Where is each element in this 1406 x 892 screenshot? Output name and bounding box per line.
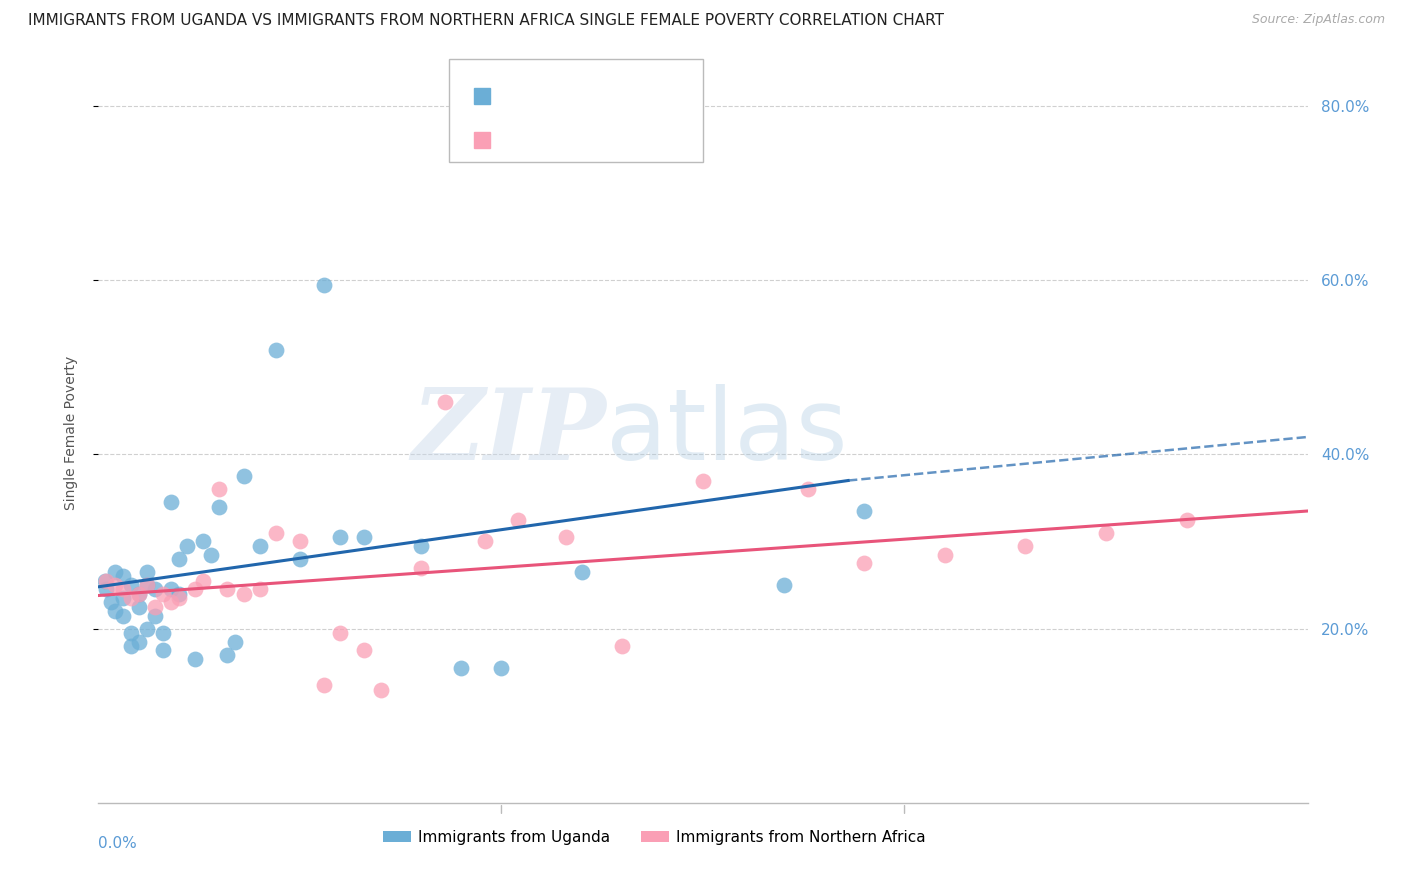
Text: ZIP: ZIP xyxy=(412,384,606,481)
Point xyxy=(184,582,207,597)
Point xyxy=(288,552,311,566)
Point xyxy=(120,578,142,592)
Text: atlas: atlas xyxy=(606,384,848,481)
Point xyxy=(135,578,157,592)
Point xyxy=(853,504,876,518)
Point xyxy=(232,587,254,601)
Point xyxy=(128,587,150,601)
Point xyxy=(224,634,246,648)
Point xyxy=(1095,525,1118,540)
Point xyxy=(103,565,125,579)
Point xyxy=(103,604,125,618)
Point xyxy=(94,574,117,588)
Point xyxy=(160,495,183,509)
Point xyxy=(409,539,432,553)
Point xyxy=(152,643,174,657)
Point xyxy=(111,569,134,583)
Point xyxy=(135,578,157,592)
Y-axis label: Single Female Poverty: Single Female Poverty xyxy=(63,356,77,509)
Point xyxy=(135,565,157,579)
Point xyxy=(111,608,134,623)
Point xyxy=(143,608,166,623)
Text: IMMIGRANTS FROM UGANDA VS IMMIGRANTS FROM NORTHERN AFRICA SINGLE FEMALE POVERTY : IMMIGRANTS FROM UGANDA VS IMMIGRANTS FRO… xyxy=(28,13,943,29)
Text: 35: 35 xyxy=(650,131,673,149)
Point xyxy=(450,661,472,675)
Point xyxy=(120,626,142,640)
Point xyxy=(143,599,166,614)
Point xyxy=(288,534,311,549)
Point xyxy=(232,469,254,483)
Text: Source: ZipAtlas.com: Source: ZipAtlas.com xyxy=(1251,13,1385,27)
Point xyxy=(200,548,222,562)
Point xyxy=(152,587,174,601)
Point xyxy=(329,530,352,544)
Point xyxy=(370,682,392,697)
Point xyxy=(160,582,183,597)
Point xyxy=(249,582,271,597)
Point xyxy=(111,591,134,606)
Point xyxy=(1175,513,1198,527)
Point xyxy=(491,661,513,675)
Point xyxy=(111,582,134,597)
Point xyxy=(96,582,118,597)
Text: R =: R = xyxy=(503,87,540,104)
Point xyxy=(193,574,215,588)
Legend: Immigrants from Uganda, Immigrants from Northern Africa: Immigrants from Uganda, Immigrants from … xyxy=(377,823,932,851)
Point xyxy=(934,548,956,562)
Point xyxy=(103,578,125,592)
Point xyxy=(128,634,150,648)
Point xyxy=(128,599,150,614)
Point xyxy=(167,587,190,601)
Point xyxy=(314,277,336,292)
Text: N =: N = xyxy=(596,131,644,149)
Point xyxy=(353,530,375,544)
Point xyxy=(143,582,166,597)
Text: 0.333: 0.333 xyxy=(548,131,600,149)
Point xyxy=(152,626,174,640)
Point xyxy=(853,556,876,570)
Point xyxy=(264,343,287,357)
Point xyxy=(128,587,150,601)
Point xyxy=(314,678,336,692)
Point xyxy=(135,622,157,636)
Text: R =: R = xyxy=(503,131,540,149)
Point xyxy=(434,395,457,409)
Text: 45: 45 xyxy=(650,87,673,104)
Point xyxy=(193,534,215,549)
Point xyxy=(474,534,496,549)
Point xyxy=(409,560,432,574)
Point xyxy=(217,582,239,597)
Point xyxy=(249,539,271,553)
Point xyxy=(612,639,634,653)
Point xyxy=(100,595,122,609)
Point xyxy=(120,639,142,653)
Point xyxy=(160,595,183,609)
Text: 0.0%: 0.0% xyxy=(98,836,138,851)
Point xyxy=(120,591,142,606)
Point xyxy=(772,578,794,592)
Point xyxy=(264,525,287,540)
Point xyxy=(167,552,190,566)
Point xyxy=(217,648,239,662)
Point xyxy=(176,539,198,553)
Point xyxy=(184,652,207,666)
Point xyxy=(96,574,118,588)
Point xyxy=(692,474,714,488)
Text: N =: N = xyxy=(596,87,644,104)
Point xyxy=(329,626,352,640)
Point xyxy=(353,643,375,657)
Point xyxy=(506,513,529,527)
Text: 0.206: 0.206 xyxy=(548,87,600,104)
Point xyxy=(797,482,820,496)
Point xyxy=(208,482,231,496)
Point xyxy=(167,591,190,606)
Point xyxy=(208,500,231,514)
Point xyxy=(1014,539,1036,553)
Point xyxy=(571,565,593,579)
Point xyxy=(555,530,578,544)
FancyBboxPatch shape xyxy=(449,59,703,162)
